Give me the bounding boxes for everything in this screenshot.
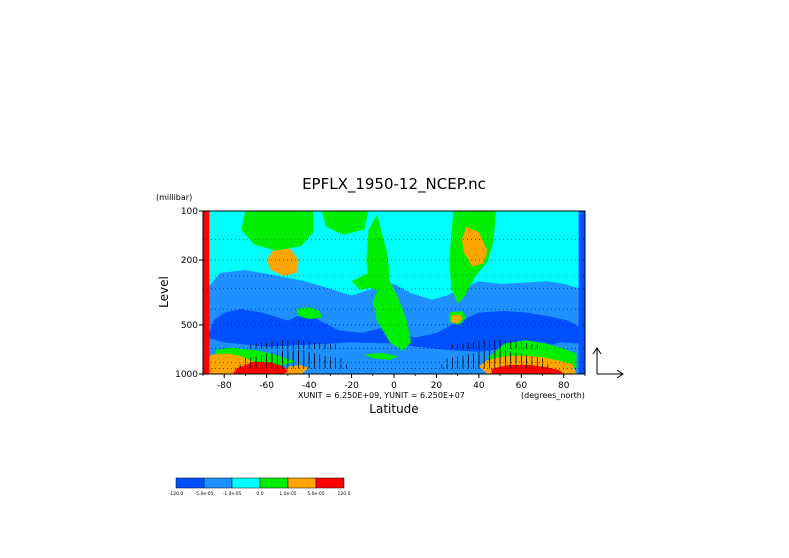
contour-region [451, 314, 462, 324]
scale-note: XUNIT = 6.250E+09, YUNIT = 6.250E+07 [298, 391, 465, 400]
contour-region [321, 211, 369, 235]
colorbar-label: 0.0 [256, 491, 263, 497]
colorbar-swatch [231, 477, 261, 489]
contour-region [203, 211, 210, 374]
y-tick-layer: 100 200 500 1000 [175, 207, 203, 380]
colorbar-swatch [315, 477, 345, 489]
x-tick-label: -20 [344, 381, 359, 391]
x-tick-label: 20 [431, 381, 443, 391]
x-tick-label: 0 [391, 381, 397, 391]
contour-region [366, 214, 390, 294]
colorbar: -120.0 -5.0e-05 -1.0e-05 0.0 1.0e-05 5.0e-05 1… [169, 477, 351, 497]
contour-region [296, 307, 322, 319]
x-unit-note: (degrees_north) [521, 391, 585, 400]
y-tick-label: 100 [181, 207, 198, 217]
contour-region [232, 361, 288, 374]
x-tick-label: 60 [516, 381, 528, 391]
contour-region [266, 248, 299, 276]
x-tick-label: 80 [558, 381, 570, 391]
colorbar-label: 120.0 [338, 491, 351, 497]
y-unit-label: (millibar) [156, 193, 192, 202]
x-tick-label: -40 [302, 381, 317, 391]
contour-fill-layer [203, 211, 585, 374]
x-axis-label: Latitude [369, 402, 418, 416]
colorbar-label: -1.0e-05 [223, 491, 242, 497]
colorbar-label: -120.0 [169, 491, 184, 497]
contour-region [491, 365, 564, 374]
colorbar-swatch [175, 477, 205, 489]
y-tick-label: 1000 [175, 370, 198, 380]
colorbar-swatch [259, 477, 289, 489]
x-tick-label: -60 [259, 381, 274, 391]
contour-region [364, 352, 399, 360]
colorbar-label: -5.0e-05 [195, 491, 214, 497]
contour-region [372, 273, 411, 351]
x-tick-label: -80 [217, 381, 232, 391]
y-axis-label: Level [157, 276, 171, 308]
colorbar-label: 5.0e-05 [307, 491, 324, 497]
contour-region [207, 309, 581, 352]
x-tick-layer: -80 -60 -40 -20 0 20 40 60 80 [202, 374, 586, 391]
colorbar-swatch [287, 477, 317, 489]
colorbar-label: 1.0e-05 [279, 491, 296, 497]
chart-title: EPFLX_1950-12_NCEP.nc [302, 175, 486, 194]
reference-vector-icon [592, 347, 624, 379]
x-tick-label: 40 [473, 381, 485, 391]
contour-region [578, 211, 585, 374]
ep-flux-arrow-layer [239, 339, 549, 369]
y-tick-label: 500 [181, 321, 198, 331]
colorbar-swatch [203, 477, 233, 489]
contour-region [461, 226, 488, 267]
contour-region [283, 365, 310, 374]
y-tick-label: 200 [181, 256, 198, 266]
contour-region [241, 211, 314, 251]
